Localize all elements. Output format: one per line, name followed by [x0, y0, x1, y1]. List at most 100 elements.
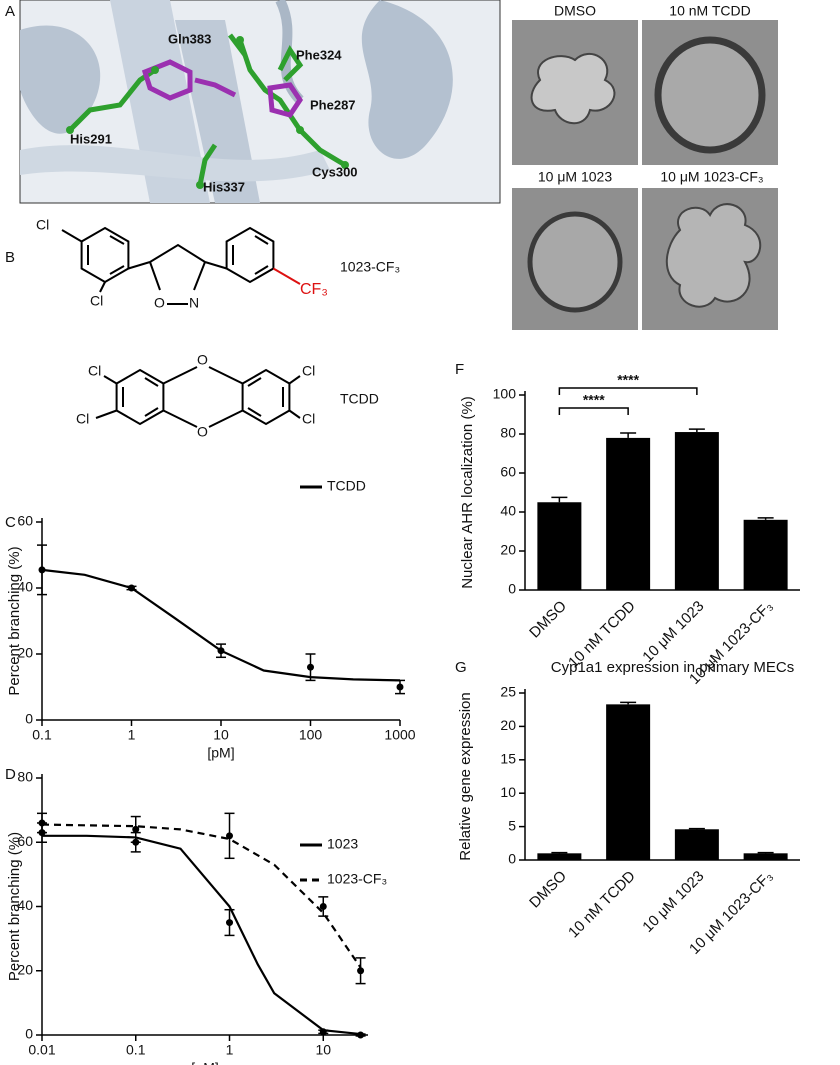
- panel-label: G: [455, 659, 467, 676]
- residue-label: Gln383: [168, 31, 211, 46]
- molecule-name: 1023-CF₃: [340, 259, 400, 275]
- bar: [743, 853, 788, 860]
- data-point: [396, 683, 404, 691]
- x-tick-label: 1: [226, 1042, 234, 1058]
- molecule-drawing: [95, 366, 301, 428]
- x-tick-label: 0.01: [28, 1042, 55, 1058]
- y-tick-label: 20: [500, 542, 516, 558]
- y-tick-label: 20: [17, 645, 33, 661]
- residue-label: Cys300: [312, 164, 358, 179]
- atom-label: Cl: [90, 293, 103, 309]
- panel-label: D: [5, 766, 16, 783]
- data-point: [319, 1028, 327, 1036]
- significance-label: ****: [617, 372, 639, 388]
- atom-label: Cl: [302, 363, 315, 379]
- micrograph-label: 10 μM 1023: [538, 169, 612, 185]
- x-tick-label: 10 nM TCDD: [565, 867, 639, 941]
- micrograph-label: 10 nM TCDD: [669, 3, 750, 19]
- data-point: [319, 903, 327, 910]
- bar: [606, 437, 651, 590]
- panel-label: F: [455, 361, 464, 378]
- legend-label: 1023-CF₃: [327, 871, 387, 887]
- y-axis-label: Relative gene expression: [457, 692, 474, 860]
- data-point: [217, 647, 225, 655]
- data-point: [357, 1031, 365, 1039]
- data-point: [128, 584, 135, 592]
- significance-bracket: [558, 387, 698, 395]
- fit-curve: [41, 568, 401, 682]
- atom-label: CF₃: [300, 281, 328, 298]
- x-tick-label: 100: [299, 727, 323, 743]
- x-axis-label: [pM]: [207, 745, 234, 761]
- atom-label: O: [154, 295, 165, 311]
- y-tick-label: 0: [508, 581, 516, 597]
- y-tick-label: 0: [25, 711, 33, 727]
- x-axis-label: [μM]: [191, 1060, 219, 1065]
- data-point: [38, 819, 46, 827]
- data-point: [357, 967, 365, 975]
- legend-label: 1023: [327, 836, 358, 852]
- data-point: [132, 825, 140, 833]
- y-tick-label: 60: [17, 833, 33, 849]
- x-tick-label: 10: [315, 1042, 331, 1058]
- panel-label: C: [5, 514, 16, 531]
- legend-label: TCDD: [327, 478, 366, 494]
- residue-label: His291: [70, 131, 112, 146]
- x-tick-label: 1000: [384, 727, 415, 743]
- bar: [743, 519, 788, 590]
- atom-label: Cl: [88, 363, 101, 379]
- y-tick-label: 80: [17, 769, 33, 785]
- bar: [537, 853, 582, 860]
- x-tick-label: DMSO: [526, 868, 570, 912]
- micrograph-label: 10 μM 1023-CF₃: [660, 169, 763, 185]
- bar: [674, 829, 719, 860]
- residue-label: His337: [203, 179, 245, 194]
- bar: [606, 704, 651, 860]
- data-point: [307, 663, 314, 671]
- data-point: [226, 832, 234, 840]
- atom-label: Cl: [76, 411, 89, 427]
- atom-label: O: [197, 424, 208, 440]
- y-tick-label: 25: [500, 684, 516, 700]
- x-tick-label: 10 μM 1023: [639, 598, 707, 666]
- micrograph-label: DMSO: [554, 3, 596, 19]
- x-tick-label: DMSO: [526, 598, 570, 642]
- atom-label: Cl: [36, 217, 49, 233]
- y-tick-label: 15: [500, 751, 516, 767]
- y-tick-label: 80: [500, 425, 516, 441]
- y-tick-label: 100: [493, 386, 517, 402]
- chart-title: Cyp1a1 expression in primary MECs: [551, 659, 794, 676]
- atom-label: Cl: [302, 411, 315, 427]
- y-tick-label: 0: [508, 851, 516, 867]
- bar: [537, 502, 582, 590]
- bar: [674, 432, 719, 590]
- atom-label: N: [189, 295, 199, 311]
- panel-label: A: [5, 3, 15, 20]
- micrograph-grid: [512, 20, 778, 330]
- y-tick-label: 40: [17, 579, 33, 595]
- x-tick-label: 0.1: [32, 727, 52, 743]
- y-tick-label: 60: [500, 464, 516, 480]
- significance-bracket: [558, 407, 629, 415]
- residue-label: Phe287: [310, 97, 356, 112]
- x-tick-label: 1: [128, 727, 136, 743]
- x-tick-label: 10: [213, 727, 229, 743]
- y-tick-label: 40: [17, 897, 33, 913]
- y-tick-label: 20: [500, 717, 516, 733]
- data-point: [226, 919, 234, 927]
- data-point: [38, 566, 46, 574]
- y-axis-label: Percent branching (%): [6, 546, 23, 695]
- fit-curve: [42, 834, 361, 1036]
- significance-label: ****: [583, 392, 605, 408]
- molecule-name: TCDD: [340, 391, 379, 407]
- panel-label: B: [5, 249, 15, 266]
- residue-label: Phe324: [296, 47, 342, 62]
- x-tick-label: 10 μM 1023: [639, 868, 707, 936]
- molecule-drawing: [61, 226, 301, 305]
- atom-label: O: [197, 352, 208, 368]
- y-tick-label: 20: [17, 961, 33, 977]
- y-axis-label: Percent branching (%): [6, 832, 23, 981]
- y-axis-label: Nuclear AHR localization (%): [459, 396, 476, 589]
- y-tick-label: 10: [500, 784, 516, 800]
